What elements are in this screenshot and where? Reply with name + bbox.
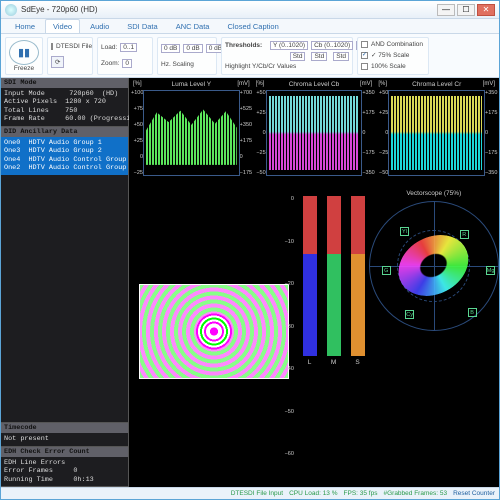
ribbon-loadzoom: Load:0..1 Zoom:0 [97, 37, 153, 75]
scale75-label: ✓ 75% Scale [371, 51, 409, 59]
ribbon: ▮▮ Freeze DTESDI File ⟳ Load:0..1 Zoom:0… [1, 34, 499, 78]
scale100-checkbox[interactable] [361, 63, 368, 70]
maximize-button[interactable]: ☐ [457, 4, 475, 16]
wfcr-label: Chroma Level Cr [412, 81, 461, 88]
status-frames: #Grabbed Frames: 53 [383, 490, 447, 497]
wfcb-unit-l: [%] [256, 81, 265, 87]
tab-video[interactable]: Video [45, 19, 80, 33]
tab-sdi-data[interactable]: SDI Data [119, 19, 165, 33]
status-bar: DTESDI File Input CPU Load: 13 % FPS: 35… [1, 487, 499, 499]
ribbon-vectorscope: AND Combination ✓ 75% Scale 100% Scale [357, 37, 429, 75]
sidebar: SDI Mode Input Mode 720p60 (HD) Active P… [1, 78, 129, 487]
wfy-unit-l: [%] [133, 81, 142, 87]
thresh-foot: Highlight Y/Cb/Cr Values [225, 63, 349, 70]
waveform-cb: [%] Chroma Level Cb [mV] +50+250−25−50+3… [254, 82, 375, 178]
db-b[interactable]: 0 dB [183, 44, 202, 53]
db-a[interactable]: 0 dB [161, 44, 180, 53]
vectorscope: RMgBCyGYl [369, 201, 499, 331]
ribbon-scaling: 0 dB0 dB0 dB Hz. Scaling [157, 37, 217, 75]
zoom-label: Zoom: [101, 60, 119, 67]
wfy-label: Luma Level Y [172, 81, 212, 88]
window-title: SdEye - 720p60 (HD) [21, 5, 437, 14]
sdi-mode-header: SDI Mode [1, 78, 128, 88]
waveform-cr: [%] Chroma Level Cr [mV] +50+250−25−50+3… [376, 82, 497, 178]
zoom-select[interactable]: 0 [122, 59, 132, 68]
vectorscope-panel: Vectorscope (75%) RMgBCyGYl [369, 188, 499, 475]
panel-did: DID Ancillary Data One0 HDTV Audio Group… [1, 127, 128, 423]
wfcb-unit-r: [mV] [360, 81, 372, 87]
ribbon-thresholds: Thresholds: Y (0..1020)Cb (0..1020)Cr (0… [221, 37, 353, 75]
tab-home[interactable]: Home [7, 19, 43, 33]
ribbon-freeze: ▮▮ Freeze [5, 37, 43, 75]
hz-scaling-label: Hz. Scaling [161, 61, 213, 68]
scale100-label: 100% Scale [371, 63, 406, 70]
load-select[interactable]: 0..1 [120, 43, 137, 52]
zone-plate [139, 284, 289, 379]
ribbon-tabs: Home Video Audio SDI Data ANC Data Close… [1, 19, 499, 34]
timecode-header: Timecode [1, 423, 128, 433]
scopes-area: [%] Luma Level Y [mV] +100+75+50+250−25+… [129, 78, 499, 487]
ribbon-file: DTESDI File ⟳ [47, 37, 93, 75]
picture-monitor [129, 188, 299, 475]
waveform-luma: [%] Luma Level Y [mV] +100+75+50+250−25+… [131, 82, 252, 178]
did-content: One0 HDTV Audio Group 1 One3 HDTV Audio … [1, 137, 128, 175]
status-input: DTESDI File Input [231, 490, 283, 497]
thresh-title: Thresholds: [225, 42, 262, 49]
tab-closed-caption[interactable]: Closed Caption [219, 19, 286, 33]
reload-button[interactable]: ⟳ [51, 56, 64, 68]
scale75-checkbox[interactable] [361, 52, 368, 59]
tab-audio[interactable]: Audio [82, 19, 117, 33]
reset-counter-link[interactable]: Reset Counter [453, 490, 495, 497]
and-combo-checkbox[interactable] [361, 41, 368, 48]
and-combo-label: AND Combination [371, 41, 423, 48]
thresh-cr2[interactable]: Std [333, 52, 349, 61]
wfcr-unit-l: [%] [378, 81, 387, 87]
did-header: DID Ancillary Data [1, 127, 128, 137]
status-fps: FPS: 35 fps [344, 490, 378, 497]
thresh-cb[interactable]: Cb (0..1020) [311, 41, 353, 50]
panel-edh: EDH Check Error Count EDH Line Errors Er… [1, 447, 128, 487]
thresh-cb2[interactable]: Std [311, 52, 327, 61]
status-cpu: CPU Load: 13 % [289, 490, 337, 497]
panel-timecode: Timecode Not present [1, 423, 128, 446]
timecode-content: Not present [1, 433, 128, 445]
dtesdi-checkbox[interactable] [51, 43, 53, 50]
thresh-y2[interactable]: Std [290, 52, 306, 61]
panel-sdi-mode: SDI Mode Input Mode 720p60 (HD) Active P… [1, 78, 128, 127]
wfcb-label: Chroma Level Cb [289, 81, 340, 88]
close-button[interactable]: ✕ [477, 4, 495, 16]
dtesdi-label: DTESDI File [56, 43, 92, 50]
sdi-mode-content: Input Mode 720p60 (HD) Active Pixels 128… [1, 88, 128, 126]
edh-content: EDH Line Errors Error Frames 0 Running T… [1, 457, 128, 486]
thresh-y[interactable]: Y (0..1020) [270, 41, 308, 50]
titlebar: SdEye - 720p60 (HD) — ☐ ✕ [1, 1, 499, 19]
window-buttons: — ☐ ✕ [437, 4, 495, 16]
audio-bars: 0−10−20−30−40−50−60 LMS [299, 188, 369, 475]
wfy-unit-r: [mV] [237, 81, 249, 87]
minimize-button[interactable]: — [437, 4, 455, 16]
freeze-button[interactable]: ▮▮ [9, 40, 39, 65]
load-label: Load: [101, 44, 117, 51]
wfcr-unit-r: [mV] [483, 81, 495, 87]
app-icon [5, 4, 17, 16]
tab-anc-data[interactable]: ANC Data [168, 19, 218, 33]
edh-header: EDH Check Error Count [1, 447, 128, 457]
freeze-label: Freeze [9, 65, 39, 72]
vectorscope-title: Vectorscope (75%) [406, 190, 461, 197]
